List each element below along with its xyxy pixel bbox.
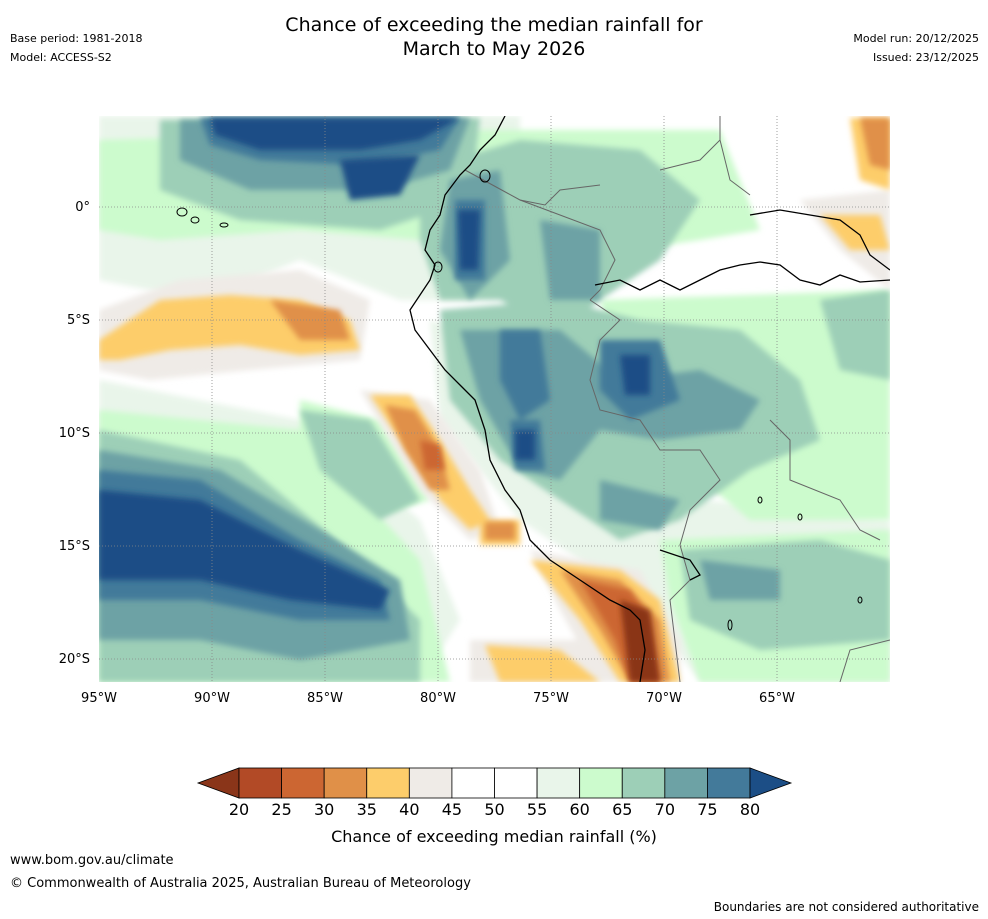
colorbar-title: Chance of exceeding median rainfall (%) xyxy=(331,827,657,846)
colorbar-tick-label: 35 xyxy=(357,800,377,819)
colorbar-over-arrow xyxy=(749,767,793,799)
colorbar xyxy=(196,767,793,799)
colorbar-tick-label: 45 xyxy=(442,800,462,819)
title-line-2: March to May 2026 xyxy=(402,38,586,60)
colorbar-segment xyxy=(494,767,538,799)
colorbar-tick-label: 25 xyxy=(271,800,291,819)
lat-tick-5s: 5°S xyxy=(67,313,90,328)
lat-tick-15s: 15°S xyxy=(59,539,90,554)
colorbar-labels: 20 25 30 35 40 45 50 55 60 65 70 75 80 xyxy=(229,800,760,819)
colorbar-segment xyxy=(621,767,666,799)
colorbar-tick-label: 70 xyxy=(655,800,675,819)
colorbar-tick-label: 80 xyxy=(740,800,760,819)
colorbar-tick-label: 40 xyxy=(399,800,419,819)
colorbar-tick-label: 65 xyxy=(612,800,632,819)
lat-tick-0: 0° xyxy=(75,200,90,215)
colorbar-segment xyxy=(366,767,410,799)
title-line-1: Chance of exceeding the median rainfall … xyxy=(285,14,703,36)
model-run: Model run: 20/12/2025 xyxy=(853,32,979,45)
colorbar-tick-label: 75 xyxy=(697,800,717,819)
colorbar-segment xyxy=(664,767,708,799)
colorbar-under-arrow xyxy=(196,767,240,799)
footer-url[interactable]: www.bom.gov.au/climate xyxy=(10,853,174,868)
rainfall-probability-field xyxy=(99,116,890,682)
lon-tick-75w: 75°W xyxy=(533,691,569,706)
colorbar-tick-label: 50 xyxy=(484,800,504,819)
colorbar-tick-label: 55 xyxy=(527,800,547,819)
lon-tick-80w: 80°W xyxy=(420,691,456,706)
footer-copyright: © Commonwealth of Australia 2025, Austra… xyxy=(10,876,471,891)
colorbar-segment xyxy=(451,767,495,799)
colorbar-segment xyxy=(238,767,282,799)
colorbar-tick-label: 30 xyxy=(314,800,334,819)
lon-tick-70w: 70°W xyxy=(646,691,682,706)
colorbar-segment xyxy=(408,767,453,799)
footer-note: Boundaries are not considered authoritat… xyxy=(713,900,979,914)
meta-right: Model run: 20/12/2025 Issued: 23/12/2025 xyxy=(853,32,979,70)
issued-date: Issued: 23/12/2025 xyxy=(872,51,979,64)
lon-tick-90w: 90°W xyxy=(194,691,230,706)
colorbar-segment xyxy=(323,767,368,799)
map-title: Chance of exceeding the median rainfall … xyxy=(0,13,988,61)
colorbar-tick-label: 20 xyxy=(229,800,249,819)
colorbar-segment xyxy=(536,767,581,799)
model-name: Model: ACCESS-S2 xyxy=(10,51,112,64)
lat-tick-10s: 10°S xyxy=(59,426,90,441)
lon-tick-85w: 85°W xyxy=(307,691,343,706)
lat-tick-20s: 20°S xyxy=(59,652,90,667)
colorbar-segment xyxy=(281,767,325,799)
meta-left: Base period: 1981-2018 Model: ACCESS-S2 xyxy=(10,32,142,70)
colorbar-segment xyxy=(707,767,751,799)
lon-tick-95w: 95°W xyxy=(81,691,117,706)
colorbar-tick-label: 60 xyxy=(569,800,589,819)
colorbar-segment xyxy=(579,767,623,799)
lon-tick-65w: 65°W xyxy=(759,691,795,706)
base-period: Base period: 1981-2018 xyxy=(10,32,143,45)
